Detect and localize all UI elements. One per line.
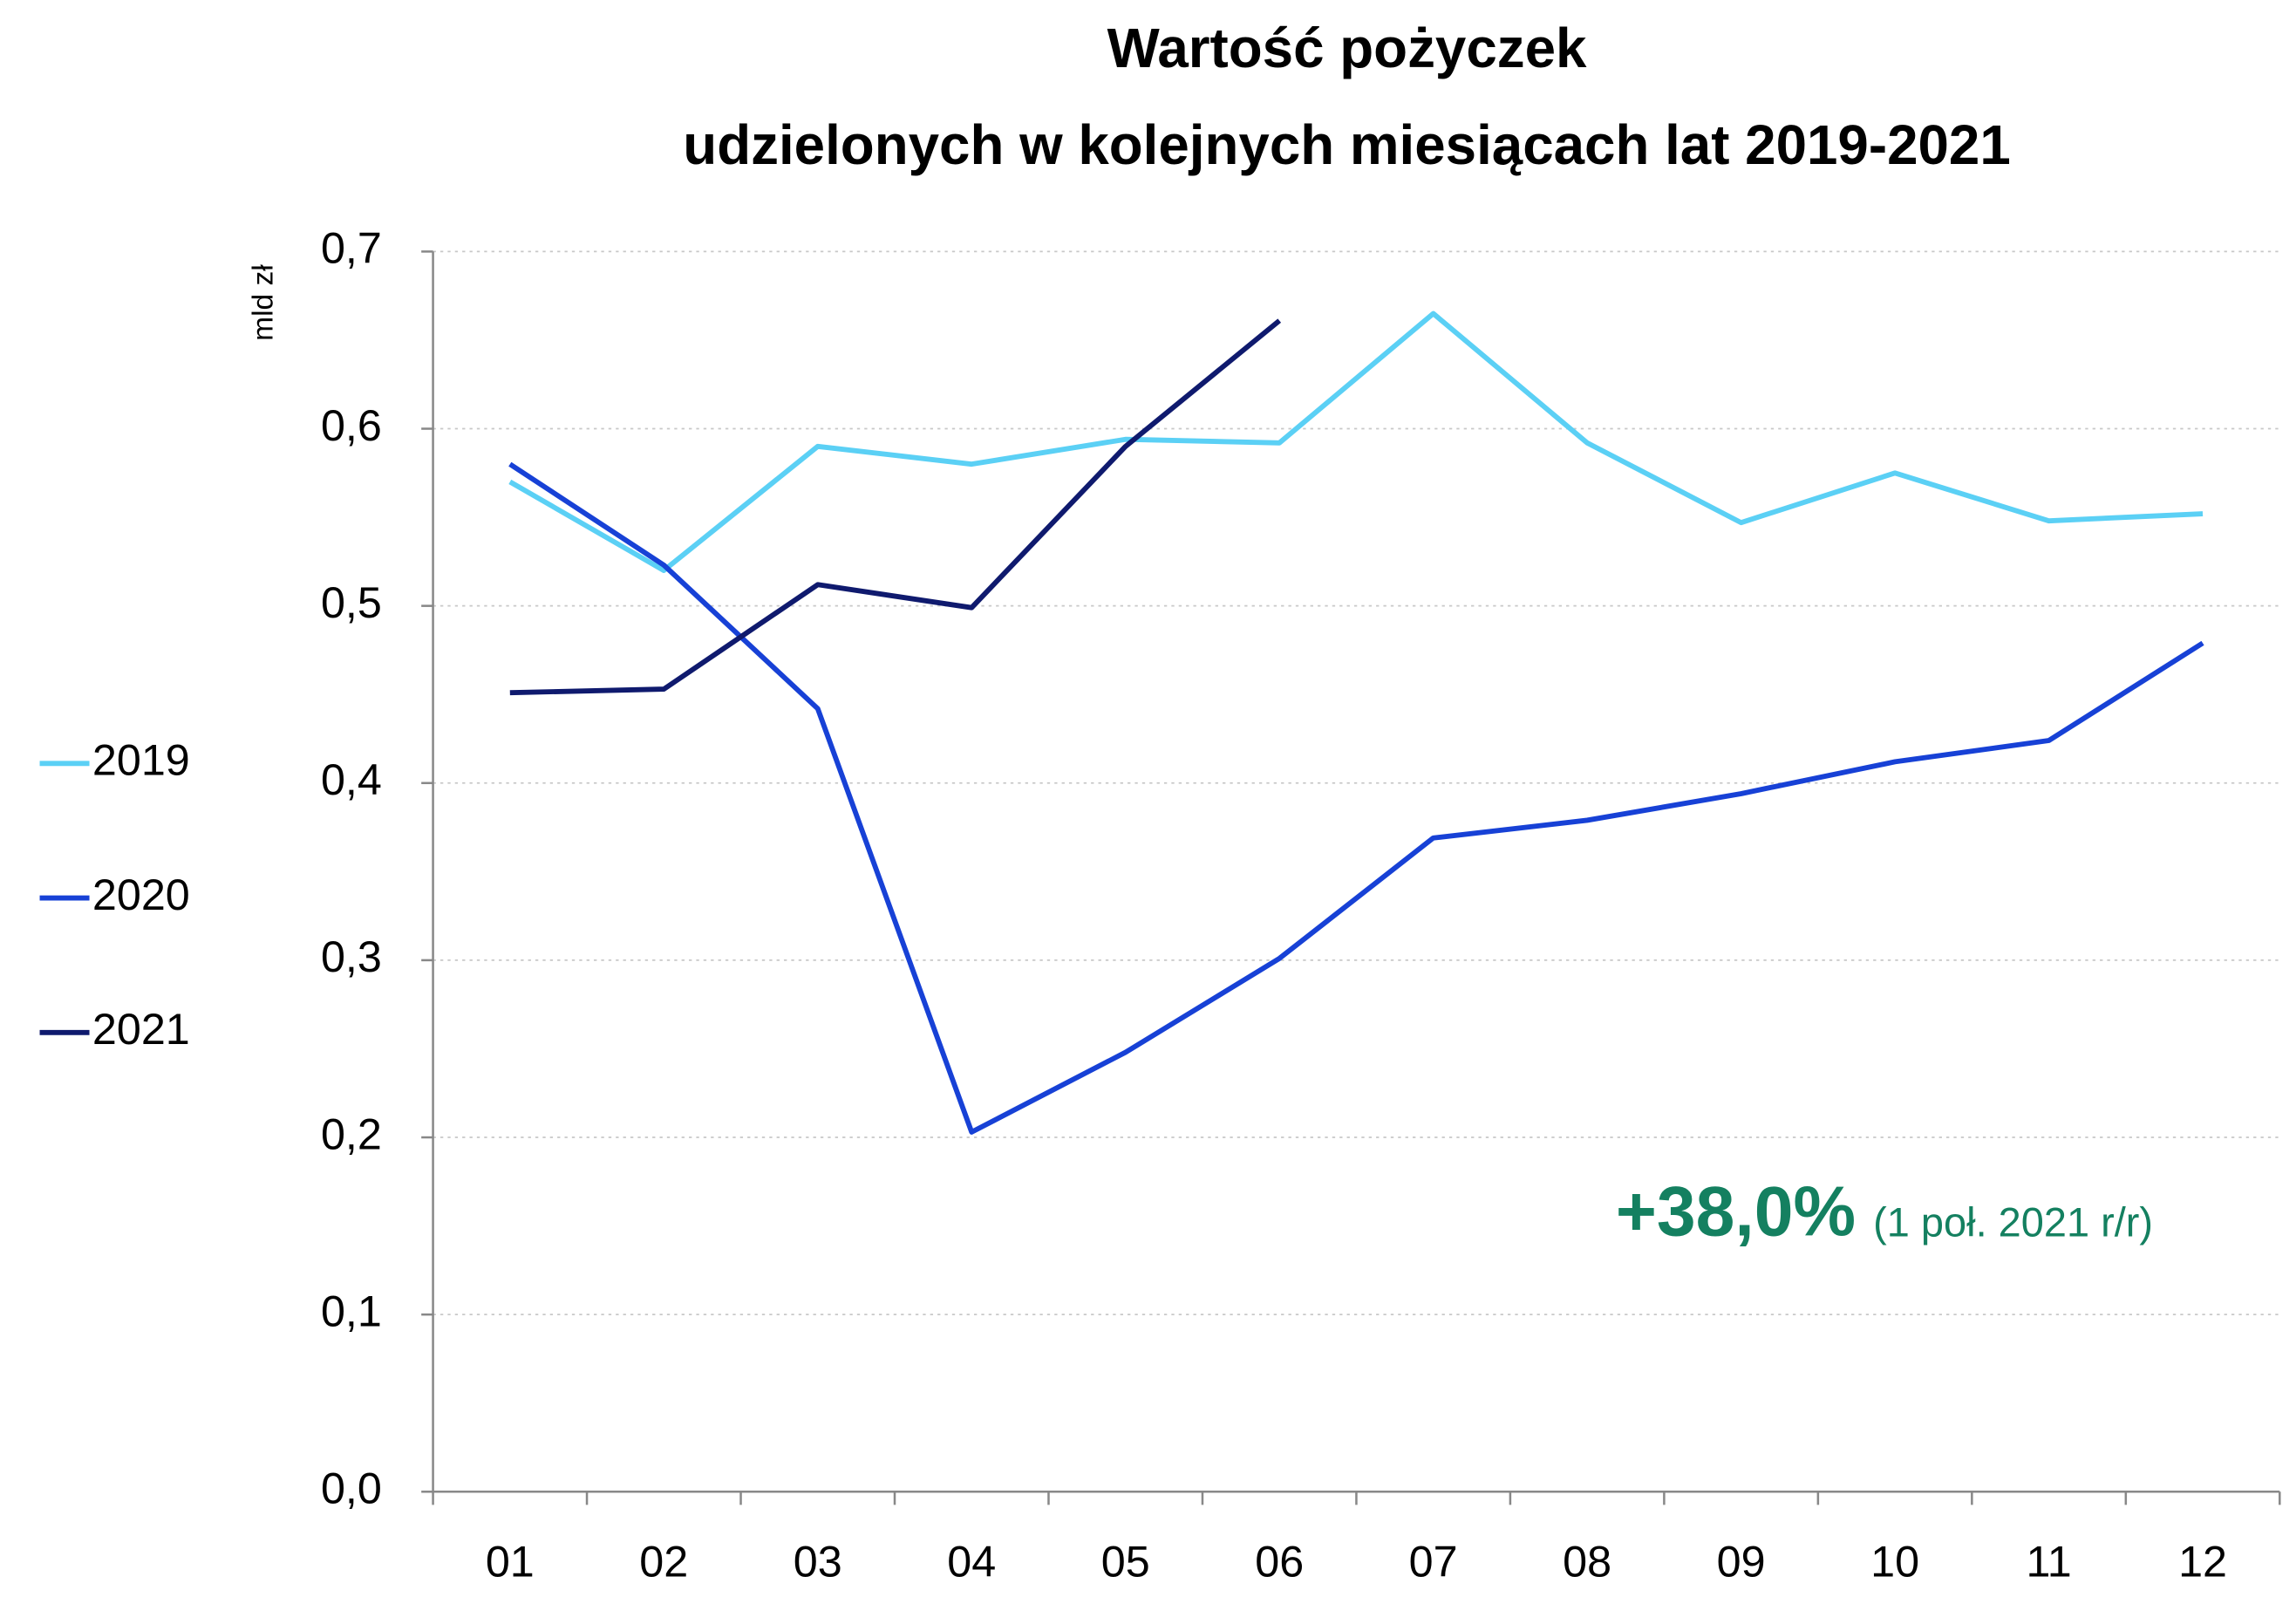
x-tick-label: 02 xyxy=(639,1536,688,1586)
y-tick-label: 0,7 xyxy=(321,223,382,273)
x-tick-label: 05 xyxy=(1101,1536,1150,1586)
legend-label: 2021 xyxy=(92,1004,190,1054)
y-tick-label: 0,2 xyxy=(321,1109,382,1158)
series-line xyxy=(508,461,2204,1135)
y-tick-label: 0,4 xyxy=(321,754,382,804)
x-tick-label: 09 xyxy=(1717,1536,1766,1586)
x-tick-label: 03 xyxy=(794,1536,842,1586)
y-tick-label: 0,5 xyxy=(321,577,382,627)
y-axis-label: mld zł xyxy=(248,264,280,341)
annotation: +38,0% xyxy=(1616,1172,1856,1251)
legend-label: 2020 xyxy=(92,870,190,919)
annotation-note: (1 poł. 2021 r/r) xyxy=(1873,1200,2153,1246)
y-tick-label: 0,6 xyxy=(321,400,382,450)
series-line xyxy=(509,318,1282,696)
y-tick-label: 0,3 xyxy=(321,932,382,981)
chart-subtitle: udzielonych w kolejnych miesiącach lat 2… xyxy=(683,113,2011,176)
x-tick-label: 08 xyxy=(1563,1536,1611,1586)
y-tick-label: 0,0 xyxy=(321,1464,382,1513)
x-tick-label: 11 xyxy=(2026,1536,2071,1586)
x-tick-label: 01 xyxy=(486,1536,535,1586)
x-tick-label: 06 xyxy=(1255,1536,1304,1586)
x-tick-label: 12 xyxy=(2178,1536,2227,1586)
series-line xyxy=(508,311,2204,573)
x-tick-label: 10 xyxy=(1870,1536,1919,1586)
legend-label: 2019 xyxy=(92,735,190,785)
x-tick-label: 07 xyxy=(1409,1536,1458,1586)
y-tick-label: 0,1 xyxy=(321,1286,382,1335)
chart-title: Wartość pożyczek xyxy=(1107,17,1587,79)
x-tick-label: 04 xyxy=(947,1536,996,1586)
